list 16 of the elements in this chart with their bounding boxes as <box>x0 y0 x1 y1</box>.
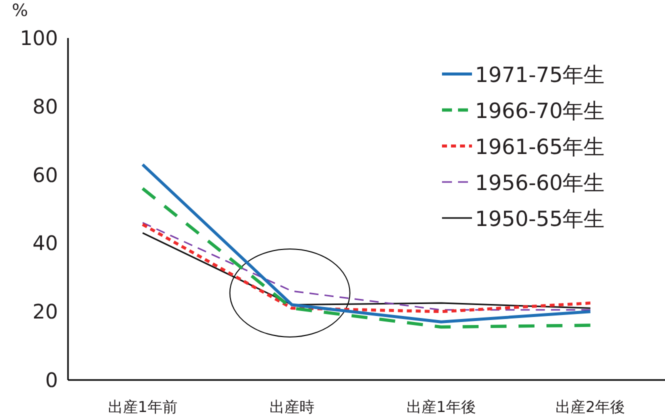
legend-label: 1956-60年生 <box>475 171 605 195</box>
y-tick-label: 20 <box>32 300 58 324</box>
y-tick-label: 100 <box>20 26 58 50</box>
legend-label: 1961-65年生 <box>475 135 605 159</box>
y-tick-label: 40 <box>32 231 58 256</box>
legend-label: 1966-70年生 <box>475 99 605 123</box>
y-axis-title: % <box>12 1 28 21</box>
x-tick-label: 出産1年前 <box>108 398 178 416</box>
legend-label: 1950-55年生 <box>475 207 605 231</box>
y-tick-label: 80 <box>32 94 58 118</box>
x-tick-label: 出産2年後 <box>556 398 626 416</box>
y-tick-label: 60 <box>32 162 58 187</box>
legend-label: 1971-75年生 <box>475 63 605 87</box>
y-tick-label: 0 <box>45 368 58 392</box>
x-tick-label: 出産1年後 <box>406 398 476 416</box>
x-tick-label: 出産時 <box>269 398 314 416</box>
